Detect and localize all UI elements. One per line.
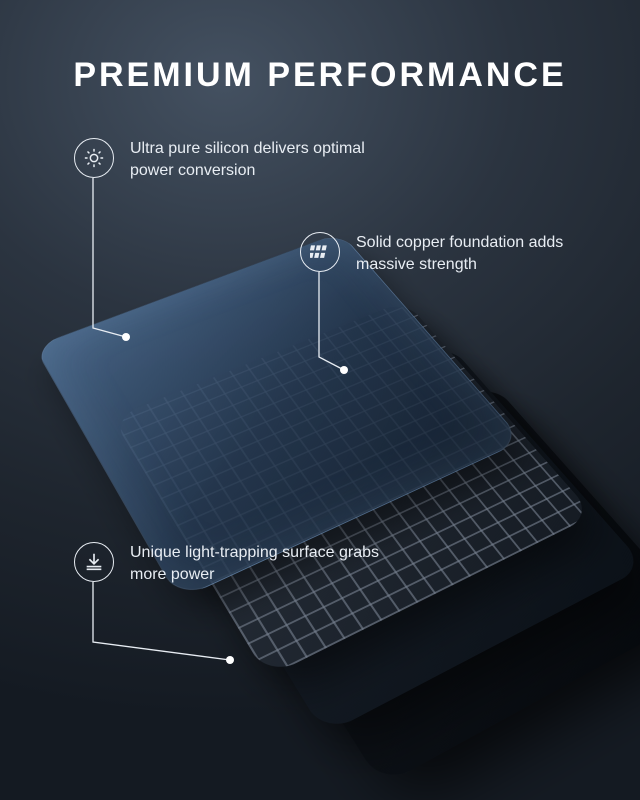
callout-copper: Solid copper foundation adds massive str… <box>300 232 616 275</box>
anchor-dot-silicon <box>122 333 130 341</box>
callout-copper-text: Solid copper foundation adds massive str… <box>356 232 616 275</box>
cells-icon <box>300 232 340 272</box>
callout-silicon-text: Ultra pure silicon delivers optimal powe… <box>130 138 390 181</box>
arrows-down-icon <box>74 542 114 582</box>
sun-icon <box>74 138 114 178</box>
callout-surface: Unique light-trapping surface grabs more… <box>74 542 390 585</box>
anchor-dot-copper <box>340 366 348 374</box>
callout-silicon: Ultra pure silicon delivers optimal powe… <box>74 138 390 181</box>
anchor-dot-surface <box>226 656 234 664</box>
infographic-stage: PREMIUM PERFORMANCE Ultra pure silicon d… <box>0 0 640 800</box>
page-title: PREMIUM PERFORMANCE <box>0 56 640 95</box>
callout-surface-text: Unique light-trapping surface grabs more… <box>130 542 390 585</box>
